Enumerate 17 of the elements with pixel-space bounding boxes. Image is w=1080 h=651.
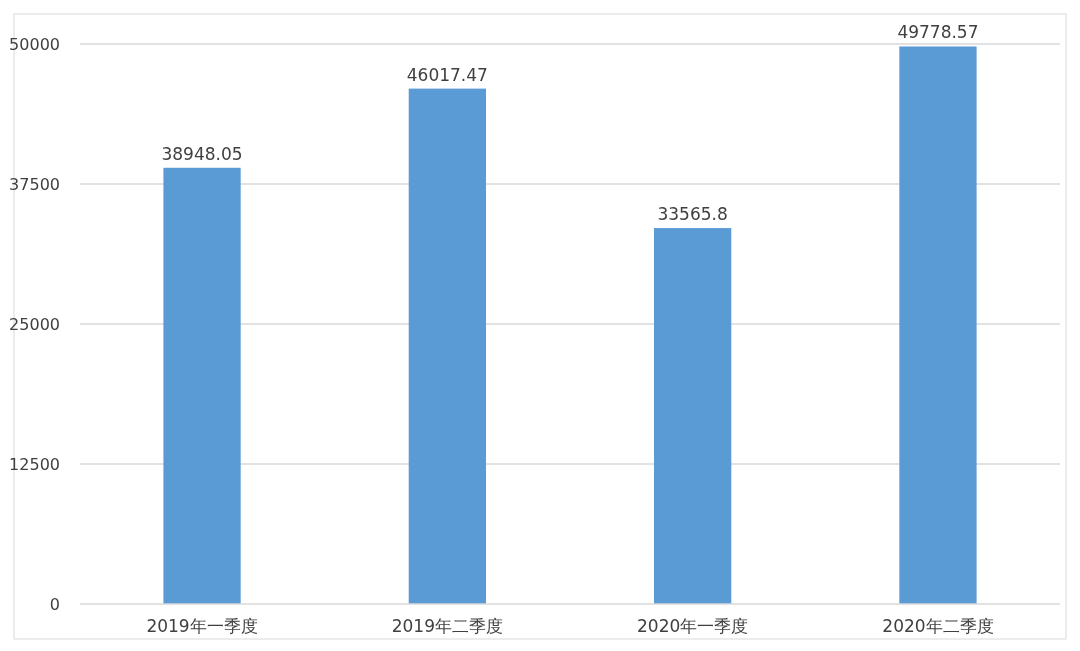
x-tick-label: 2019年二季度 bbox=[391, 616, 503, 636]
bar bbox=[163, 167, 241, 604]
y-tick-label: 50000 bbox=[9, 34, 60, 54]
x-tick-label: 2020年一季度 bbox=[637, 616, 749, 636]
bar bbox=[899, 46, 977, 604]
x-tick-label: 2020年二季度 bbox=[882, 616, 994, 636]
y-tick-label: 0 bbox=[49, 594, 60, 614]
y-tick-label: 12500 bbox=[9, 454, 60, 474]
data-label: 38948.05 bbox=[161, 143, 243, 164]
bar bbox=[408, 88, 486, 604]
y-tick-label: 37500 bbox=[9, 174, 60, 194]
y-tick-label: 25000 bbox=[9, 314, 60, 334]
bar bbox=[654, 228, 732, 604]
data-label: 33565.8 bbox=[657, 204, 728, 225]
x-tick-label: 2019年一季度 bbox=[146, 616, 258, 636]
data-label: 49778.57 bbox=[897, 22, 979, 43]
data-label: 46017.47 bbox=[406, 64, 488, 85]
